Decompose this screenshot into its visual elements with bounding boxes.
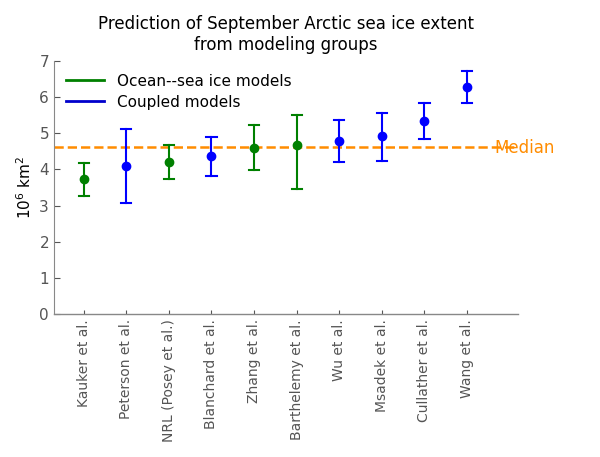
Y-axis label: $10^6$ km$^2$: $10^6$ km$^2$ bbox=[15, 156, 34, 219]
Title: Prediction of September Arctic sea ice extent
from modeling groups: Prediction of September Arctic sea ice e… bbox=[98, 15, 474, 54]
Text: Median: Median bbox=[494, 139, 555, 158]
Legend: Ocean--sea ice models, Coupled models: Ocean--sea ice models, Coupled models bbox=[66, 74, 291, 110]
